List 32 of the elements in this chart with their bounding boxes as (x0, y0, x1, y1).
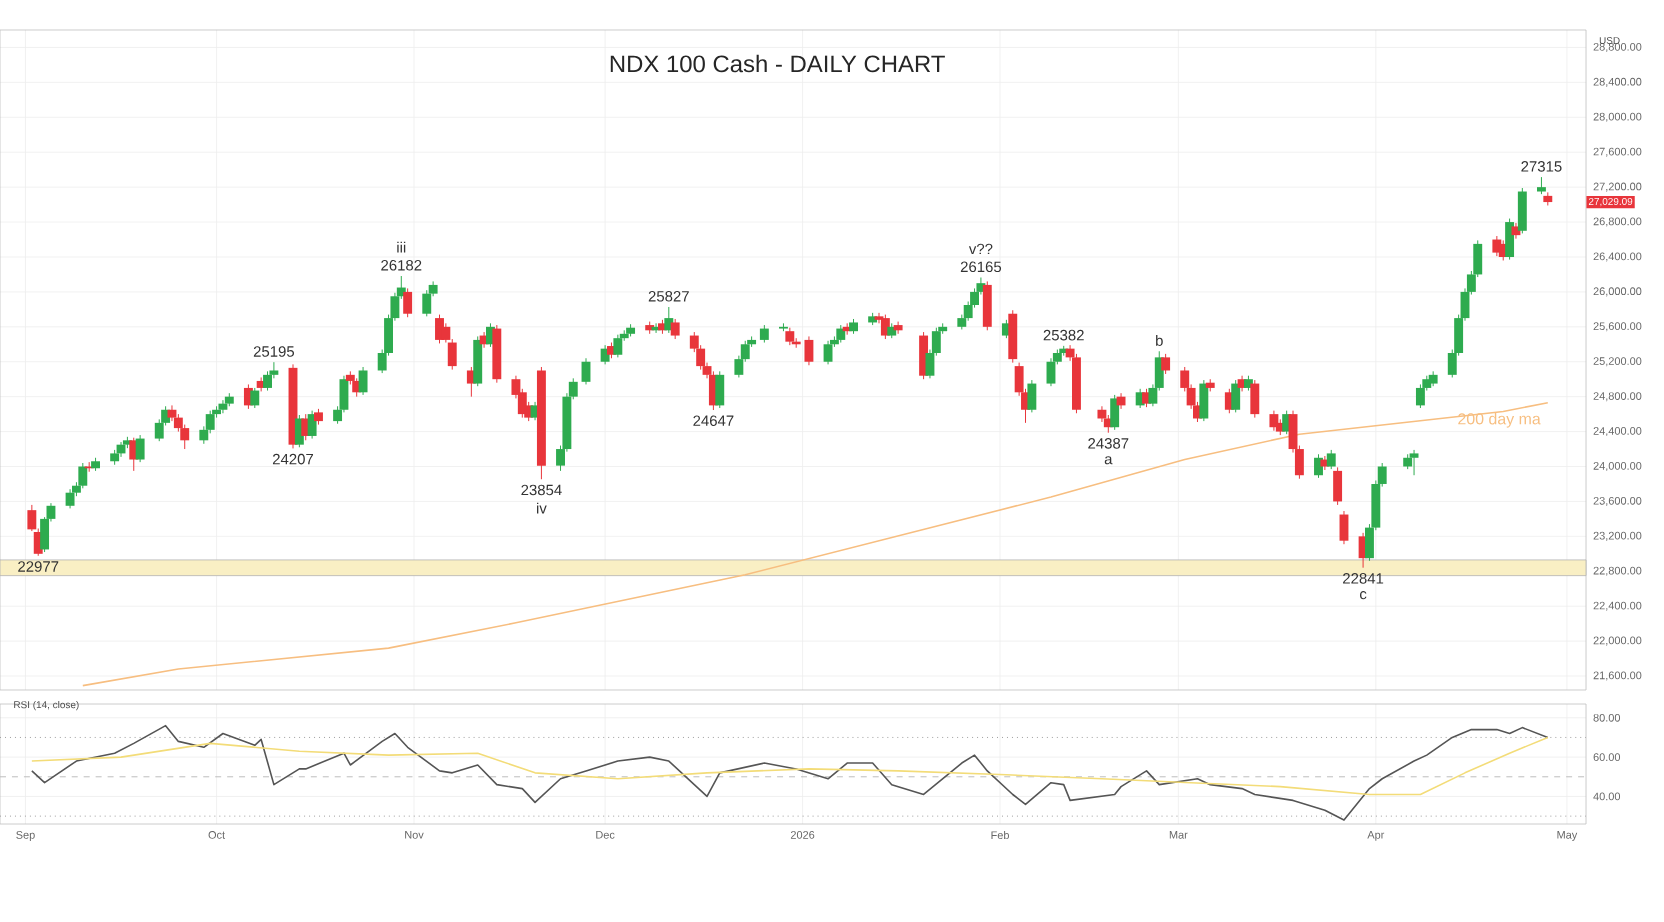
candlestick (982, 280, 992, 331)
candlestick (135, 434, 145, 463)
candlestick (1250, 379, 1260, 419)
candlestick (1046, 357, 1056, 387)
candlestick (1161, 353, 1171, 375)
candlestick (263, 370, 272, 392)
candlestick (403, 287, 413, 318)
candlestick (358, 366, 368, 396)
candlestick (65, 488, 75, 509)
candlestick (1027, 379, 1037, 413)
candlestick (218, 399, 228, 414)
candlestick (1517, 187, 1527, 234)
candlestick (1110, 394, 1120, 431)
candlestick (893, 321, 903, 335)
candlestick (473, 335, 483, 387)
candlestick (1326, 449, 1336, 470)
candlestick (78, 462, 88, 489)
candlestick (1333, 466, 1343, 506)
candlestick (1231, 379, 1241, 413)
candlestick (1116, 392, 1126, 410)
candlestick (422, 289, 432, 317)
candlestick (1415, 383, 1425, 409)
candlestick (670, 318, 680, 340)
candlestick (715, 370, 725, 409)
candlestick (250, 387, 260, 409)
line-series (82, 401, 1549, 687)
text: NDX 100 Cash - DAILY CHART (610, 54, 945, 73)
candlestick (1008, 309, 1018, 364)
line-series (31, 724, 1549, 821)
candlestick (823, 340, 833, 365)
candlestick (1269, 410, 1279, 432)
line-series (31, 736, 1549, 796)
